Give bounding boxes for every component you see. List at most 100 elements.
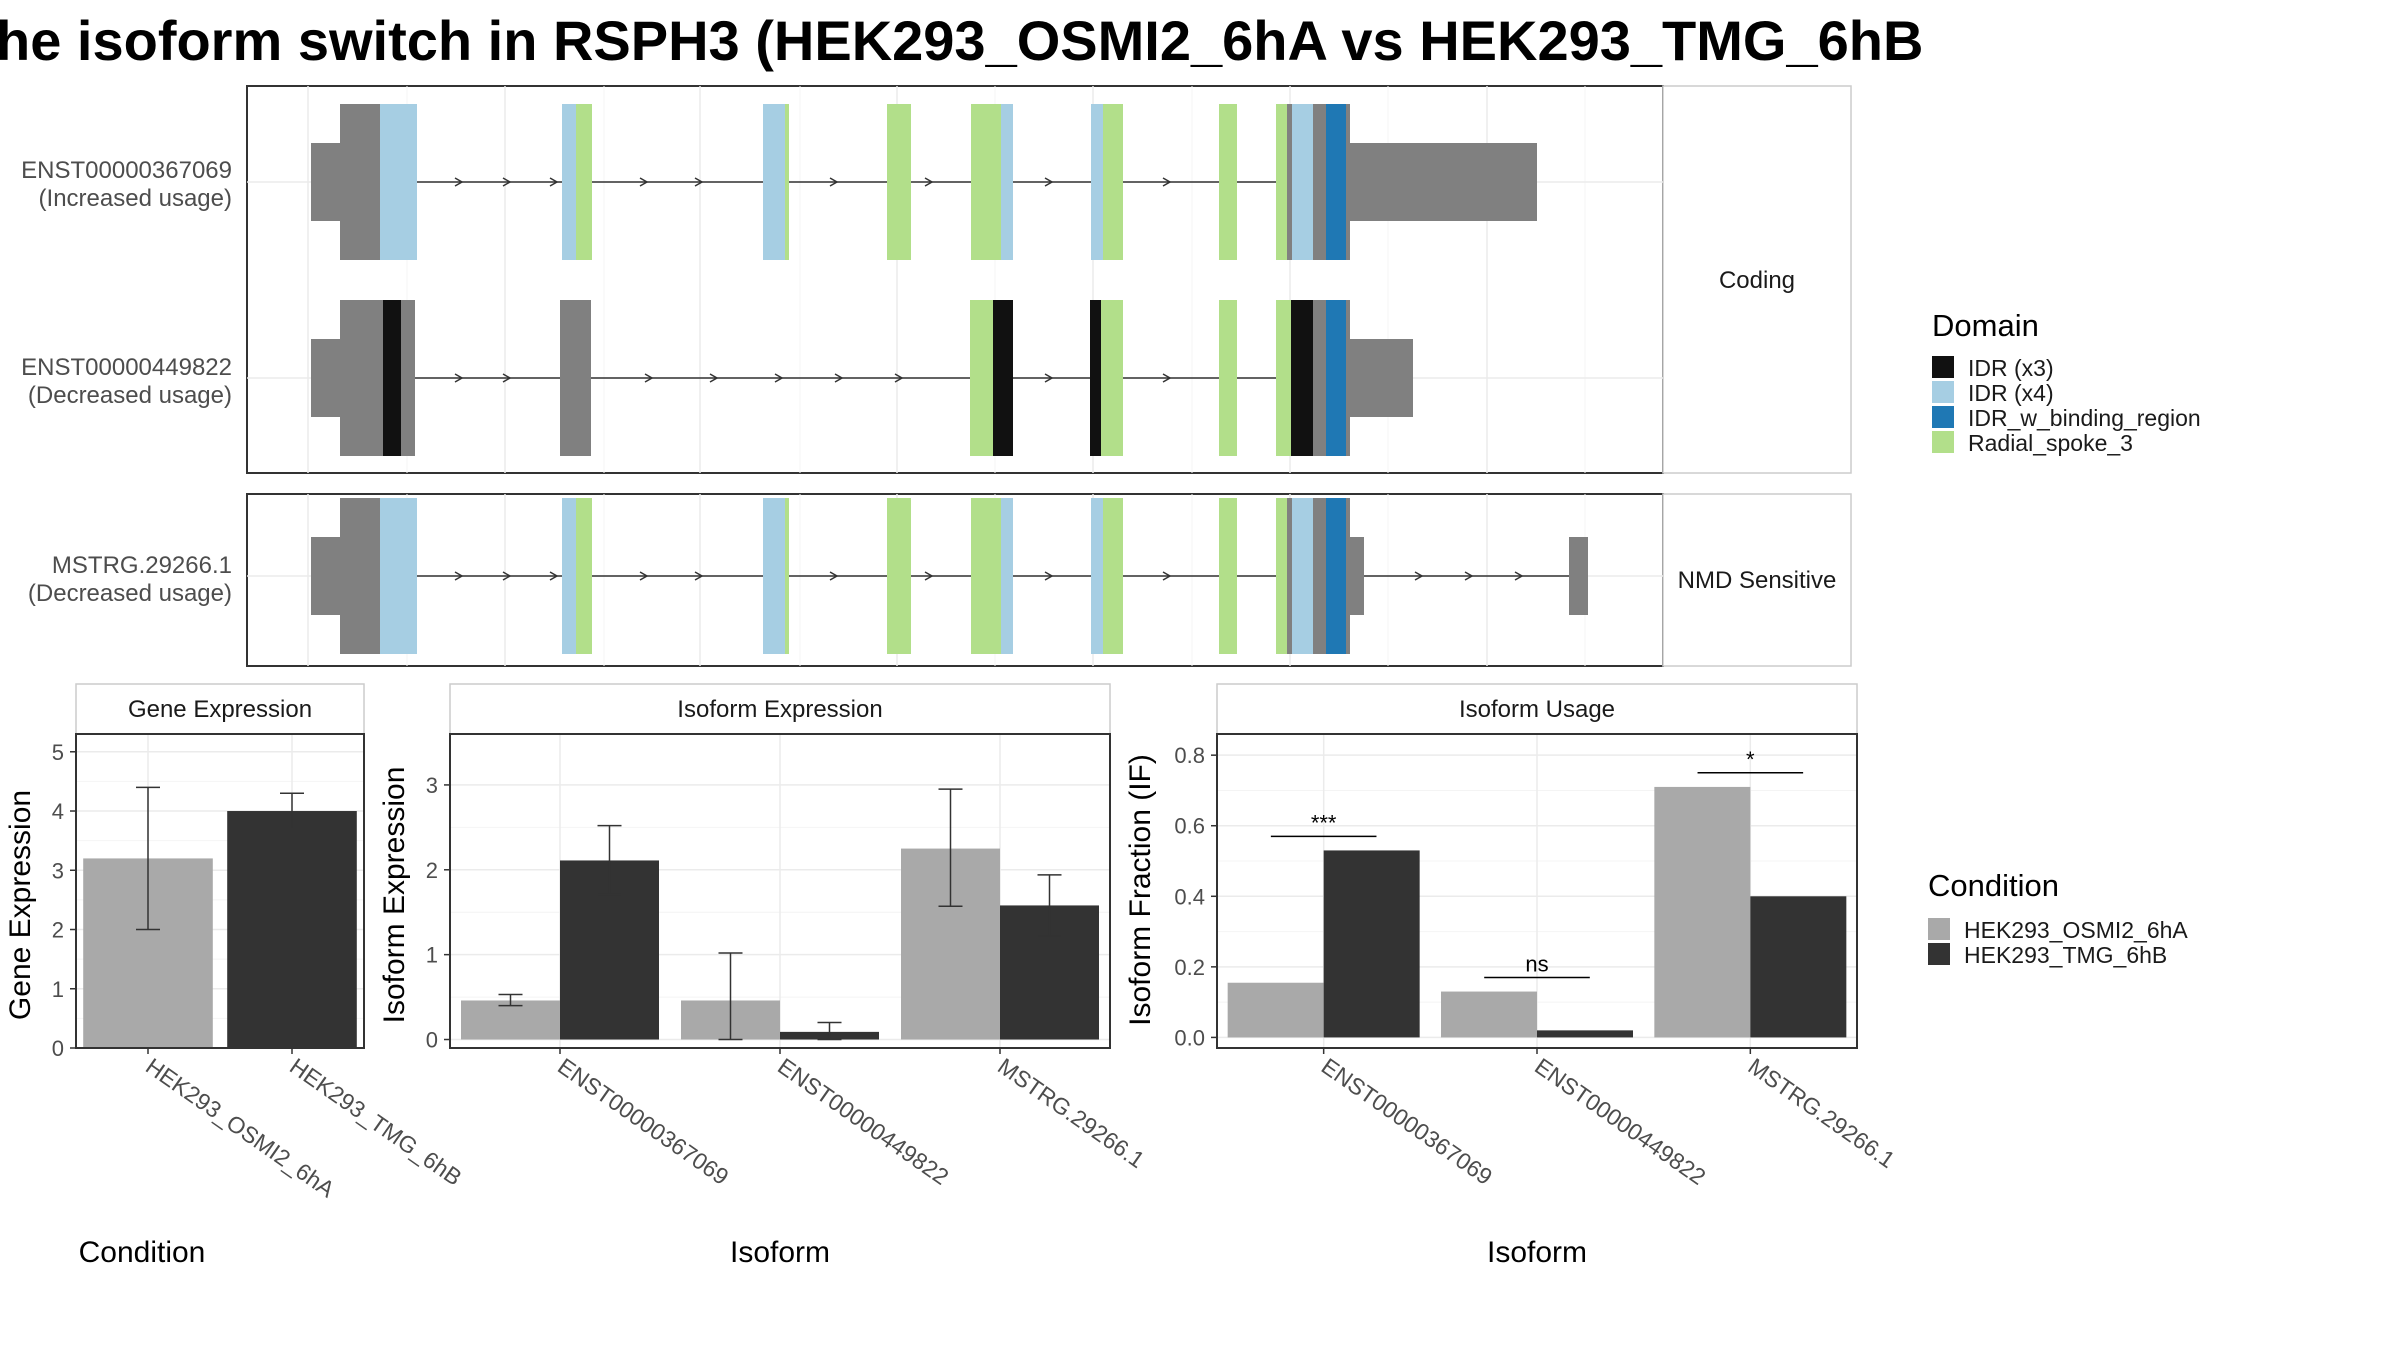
- direction-arrow: [502, 571, 512, 581]
- x-axis-title: Isoform: [1487, 1236, 1587, 1269]
- exon-block: [1313, 300, 1326, 456]
- domain-block: [1276, 498, 1287, 654]
- domain-block: [1326, 300, 1346, 456]
- domain-block: [1091, 104, 1103, 260]
- bar: [1537, 1030, 1633, 1038]
- y-tick-label: 4: [52, 799, 64, 824]
- transcript-usage-label: (Decreased usage): [28, 580, 232, 607]
- direction-arrow: [549, 571, 559, 581]
- strip-label: Gene Expression: [128, 696, 312, 723]
- exon-block: [340, 104, 380, 260]
- strip-label: Isoform Expression: [677, 696, 882, 723]
- domain-block: [1326, 104, 1346, 260]
- bar: [1323, 850, 1420, 1038]
- y-tick-label: 0.4: [1174, 884, 1205, 909]
- domain-block: [785, 498, 789, 654]
- domain-block: [887, 498, 911, 654]
- exon-block: [1350, 339, 1413, 417]
- direction-arrow: [894, 373, 904, 383]
- exon-block: [311, 143, 340, 221]
- domain-block: [576, 104, 592, 260]
- legend-key: [1932, 356, 1954, 378]
- strip: [75, 683, 365, 735]
- legend-label: IDR (x4): [1968, 380, 2054, 406]
- x-tick-label: ENST00000449822: [773, 1053, 953, 1190]
- isoform-usage-panel: Isoform Usage Isoform Isoform Fraction (…: [1124, 683, 1900, 1269]
- y-tick-label: 0.0: [1174, 1025, 1205, 1050]
- strip: [449, 683, 1111, 735]
- y-tick-label: 0.8: [1174, 743, 1205, 768]
- transcript-id-label: ENST00000367069: [21, 157, 232, 184]
- direction-arrow: [1464, 571, 1474, 581]
- plot-border: [75, 733, 365, 1049]
- direction-arrow: [694, 571, 704, 581]
- direction-arrow: [924, 571, 934, 581]
- y-tick-label: 0.6: [1174, 814, 1205, 839]
- domain-block: [562, 498, 576, 654]
- direction-arrow: [1162, 571, 1172, 581]
- legend-label: HEK293_TMG_6hB: [1964, 942, 2167, 968]
- coding-strip-label: Coding: [1719, 267, 1795, 294]
- y-axis-title: Isoform Fraction (IF): [1124, 754, 1157, 1026]
- domain-block: [971, 498, 1001, 654]
- bar: [1227, 982, 1324, 1038]
- transcript-row: [311, 104, 1537, 260]
- legend-label: Radial_spoke_3: [1968, 430, 2133, 456]
- domain-block: [763, 498, 785, 654]
- domain-block: [1091, 498, 1103, 654]
- direction-arrow: [502, 373, 512, 383]
- condition-legend: Condition HEK293_OSMI2_6hA HEK293_TMG_6h…: [1928, 868, 2188, 968]
- legend-label: HEK293_OSMI2_6hA: [1964, 917, 2188, 943]
- bar: [1441, 991, 1537, 1038]
- y-tick-label: 2: [52, 918, 64, 943]
- x-tick-label: MSTRG.29266.1: [993, 1053, 1149, 1173]
- exon-block: [401, 300, 415, 456]
- direction-arrow: [454, 571, 464, 581]
- y-tick-label: 1: [52, 977, 64, 1002]
- domain-block: [1001, 104, 1013, 260]
- x-tick-label: MSTRG.29266.1: [1743, 1053, 1899, 1173]
- exon-block: [1287, 104, 1292, 260]
- direction-arrow: [829, 571, 839, 581]
- y-tick-label: 3: [52, 858, 64, 883]
- domain-block: [562, 104, 576, 260]
- y-tick-label: 3: [426, 773, 438, 798]
- direction-arrow: [549, 177, 559, 187]
- direction-arrow: [829, 177, 839, 187]
- transcript-row: [311, 300, 1413, 456]
- x-tick-label: ENST00000367069: [1317, 1053, 1497, 1190]
- exon-block: [340, 300, 383, 456]
- exon-block: [1313, 498, 1326, 654]
- domain-block: [1001, 498, 1013, 654]
- y-tick-label: 2: [426, 858, 438, 883]
- domain-block: [993, 300, 1013, 456]
- exon-block: [1346, 104, 1350, 260]
- domain-block: [1090, 300, 1101, 456]
- direction-arrow: [709, 373, 719, 383]
- direction-arrow: [454, 373, 464, 383]
- y-tick-label: 0: [426, 1028, 438, 1053]
- exon-block: [560, 300, 591, 456]
- domain-block: [970, 300, 993, 456]
- legend-label: IDR (x3): [1968, 355, 2054, 381]
- direction-arrow: [924, 177, 934, 187]
- transcript-rows: [311, 104, 1588, 654]
- bar: [1750, 896, 1847, 1038]
- bar: [461, 1000, 560, 1040]
- direction-arrow: [1414, 571, 1424, 581]
- bar: [227, 811, 357, 1048]
- strip: [1216, 683, 1858, 735]
- nmd-panel: [246, 493, 1664, 667]
- domain-block: [887, 104, 911, 260]
- isoform-expression-panel: Isoform Expression Isoform Isoform Expre…: [378, 683, 1149, 1269]
- direction-arrow: [1044, 373, 1054, 383]
- domain-block: [380, 104, 417, 260]
- y-tick-label: 0: [52, 1036, 64, 1061]
- domain-block: [1219, 104, 1237, 260]
- figure-title: he isoform switch in RSPH3 (HEK293_OSMI2…: [0, 9, 1923, 72]
- domain-block: [1292, 104, 1313, 260]
- nmd-strip: [1662, 493, 1852, 667]
- domain-block: [576, 498, 592, 654]
- domain-block: [1219, 300, 1237, 456]
- x-tick-label: ENST00000449822: [1530, 1053, 1710, 1190]
